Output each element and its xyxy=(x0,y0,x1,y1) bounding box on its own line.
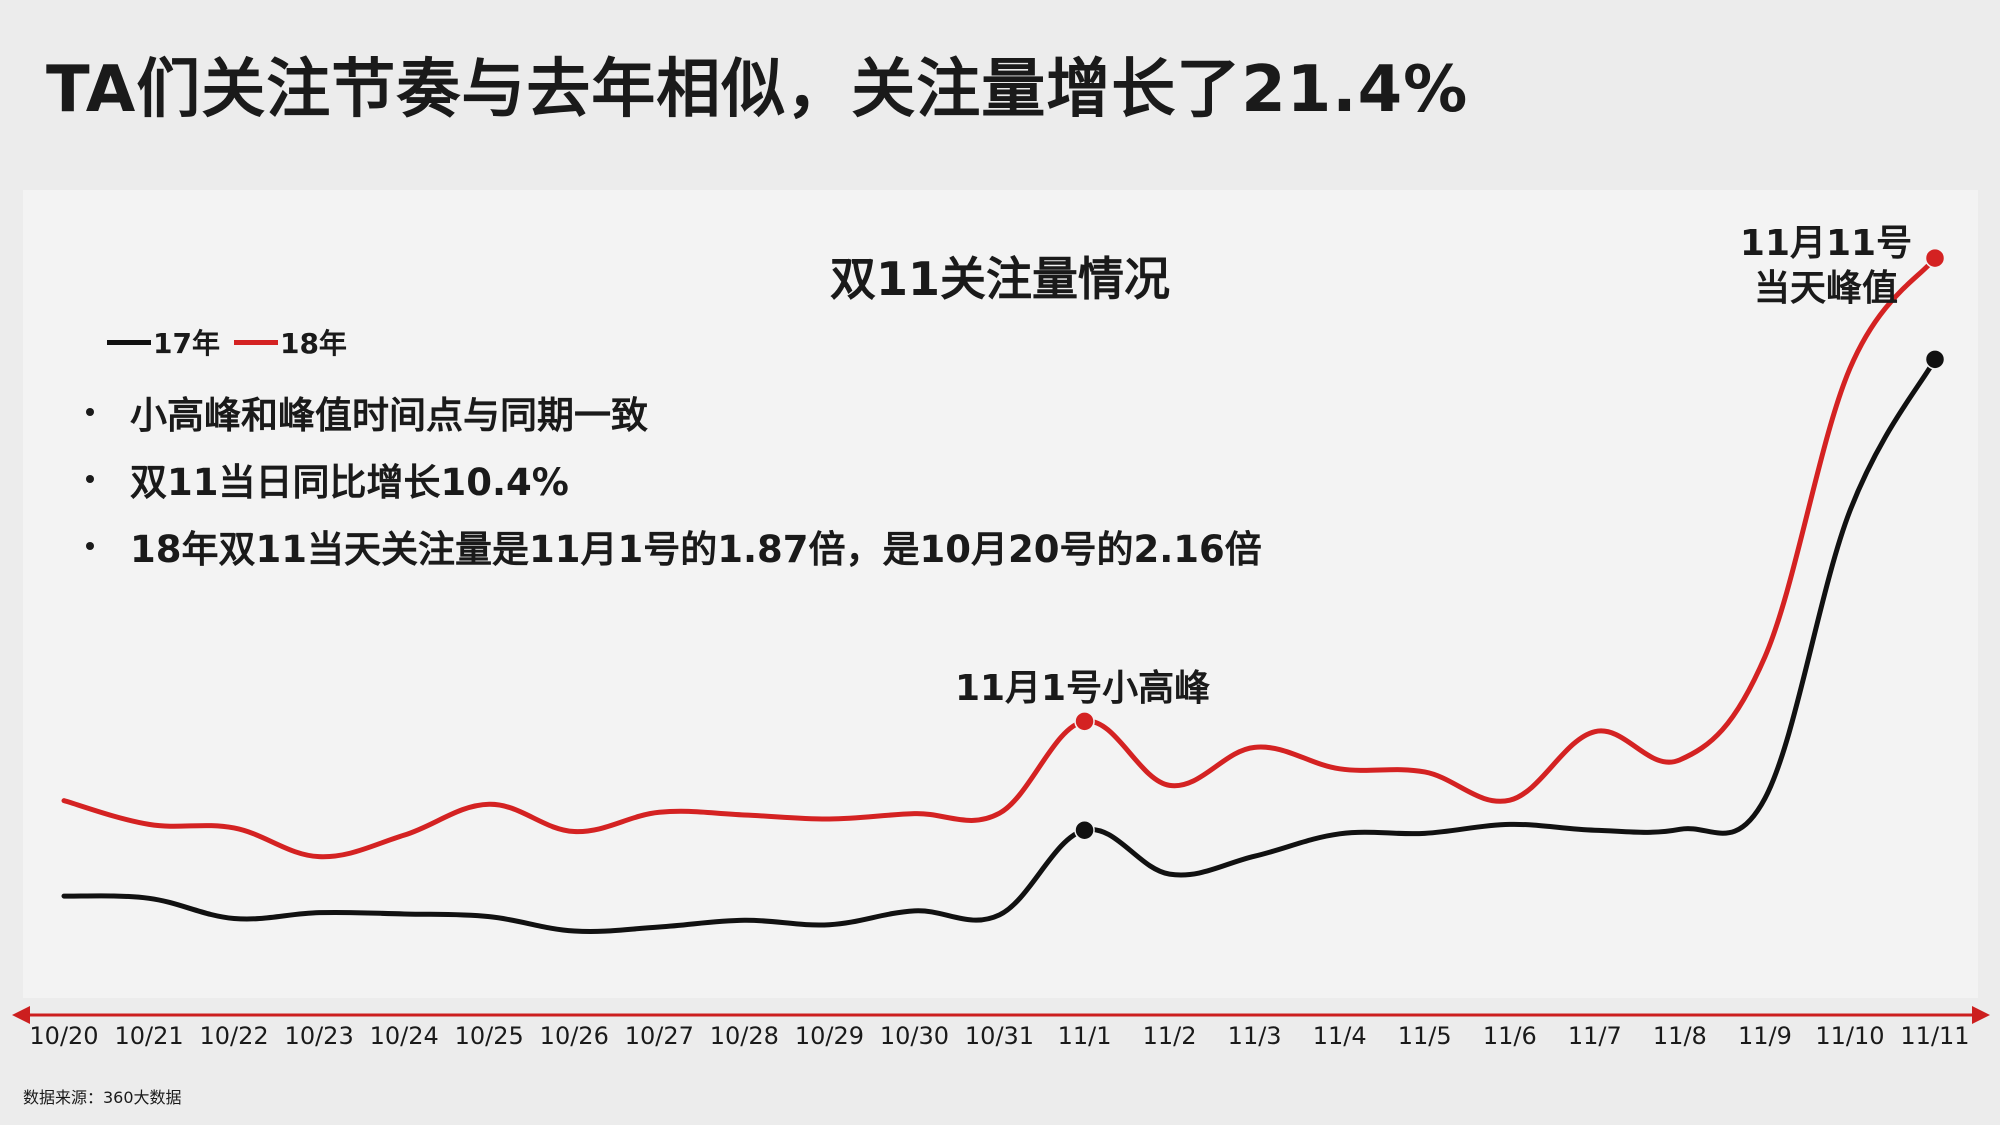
x-tick-label: 11/4 xyxy=(1313,1022,1367,1050)
data-point-18年-11/11 xyxy=(1924,247,1946,269)
x-tick-label: 11/10 xyxy=(1815,1022,1884,1050)
insight-item: 18年双11当天关注量是11月1号的1.87倍，是10月20号的2.16倍 xyxy=(80,512,1262,579)
x-tick-label: 10/29 xyxy=(795,1022,864,1050)
legend-swatch-17 xyxy=(107,339,151,345)
x-tick-label: 11/9 xyxy=(1738,1022,1792,1050)
series-line-18年 xyxy=(61,255,1938,860)
data-source-note: 数据来源：360大数据 xyxy=(23,1088,182,1107)
data-point-17年-11/1 xyxy=(1074,819,1095,841)
legend-item-18: 18年 xyxy=(233,322,347,362)
page-title: TA们关注节奏与去年相似，关注量增长了21.4% xyxy=(46,53,1469,127)
x-tick-label: 11/11 xyxy=(1900,1022,1969,1050)
legend-swatch-18 xyxy=(233,339,278,345)
insight-text: 小高峰和峰值时间点与同期一致 xyxy=(130,393,648,437)
x-tick-label: 10/24 xyxy=(370,1022,439,1050)
insight-list: 小高峰和峰值时间点与同期一致 双11当日同比增长10.4% 18年双11当天关注… xyxy=(80,378,1262,579)
x-tick-label: 10/27 xyxy=(625,1022,694,1050)
bullet-dot-icon xyxy=(86,407,94,416)
x-tick-label: 10/22 xyxy=(200,1022,269,1050)
chart-panel xyxy=(23,190,1978,998)
x-tick-label: 11/3 xyxy=(1228,1022,1282,1050)
x-axis-arrow-left-icon xyxy=(12,1006,30,1024)
chart-legend: 17年 18年 xyxy=(107,322,361,362)
annotation-peak-line2: 当天峰值 xyxy=(1754,268,1898,309)
x-tick-label: 11/1 xyxy=(1058,1022,1112,1050)
legend-label-18: 18年 xyxy=(279,327,347,360)
x-tick-label: 10/23 xyxy=(285,1022,354,1050)
x-tick-label: 10/28 xyxy=(710,1022,779,1050)
x-tick-label: 11/7 xyxy=(1568,1022,1622,1050)
annotation-peak-line1: 11月11号 xyxy=(1740,223,1912,264)
x-tick-label: 10/25 xyxy=(455,1022,524,1050)
x-tick-label: 11/8 xyxy=(1653,1022,1707,1050)
legend-label-17: 17年 xyxy=(153,327,220,360)
legend-item-17: 17年 xyxy=(107,322,220,362)
insight-item: 小高峰和峰值时间点与同期一致 xyxy=(80,378,1262,445)
insight-text: 18年双11当天关注量是11月1号的1.87倍，是10月20号的2.16倍 xyxy=(130,527,1262,571)
x-tick-label: 10/26 xyxy=(540,1022,609,1050)
insight-text: 双11当日同比增长10.4% xyxy=(130,460,569,504)
data-point-18年-11/1 xyxy=(1074,711,1095,732)
data-point-17年-11/11 xyxy=(1924,349,1946,370)
x-tick-label: 11/6 xyxy=(1483,1022,1537,1050)
x-tick-label: 10/21 xyxy=(114,1022,183,1050)
x-tick-label: 10/20 xyxy=(29,1022,98,1050)
bullet-dot-icon xyxy=(86,474,94,483)
insight-item: 双11当日同比增长10.4% xyxy=(80,445,1262,512)
annotation-small-peak: 11月1号小高峰 xyxy=(955,668,1210,709)
x-tick-label: 10/30 xyxy=(880,1022,949,1050)
x-axis-arrow-right-icon xyxy=(1972,1006,1990,1024)
chart-title: 双11关注量情况 xyxy=(829,252,1170,306)
x-tick-label: 11/5 xyxy=(1398,1022,1452,1050)
x-tick-label: 10/31 xyxy=(965,1022,1034,1050)
bullet-dot-icon xyxy=(86,541,94,550)
series-line-17年 xyxy=(61,356,1938,934)
x-tick-label: 11/2 xyxy=(1143,1022,1197,1050)
